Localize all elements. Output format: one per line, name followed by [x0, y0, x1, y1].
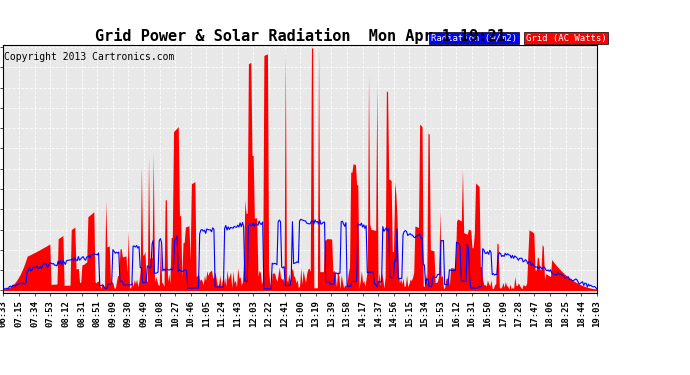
- Text: Radiation (w/m2): Radiation (w/m2): [431, 33, 517, 42]
- Text: Copyright 2013 Cartronics.com: Copyright 2013 Cartronics.com: [4, 53, 175, 62]
- Text: Grid (AC Watts): Grid (AC Watts): [526, 33, 607, 42]
- Title: Grid Power & Solar Radiation  Mon Apr 1 19:21: Grid Power & Solar Radiation Mon Apr 1 1…: [95, 28, 506, 44]
